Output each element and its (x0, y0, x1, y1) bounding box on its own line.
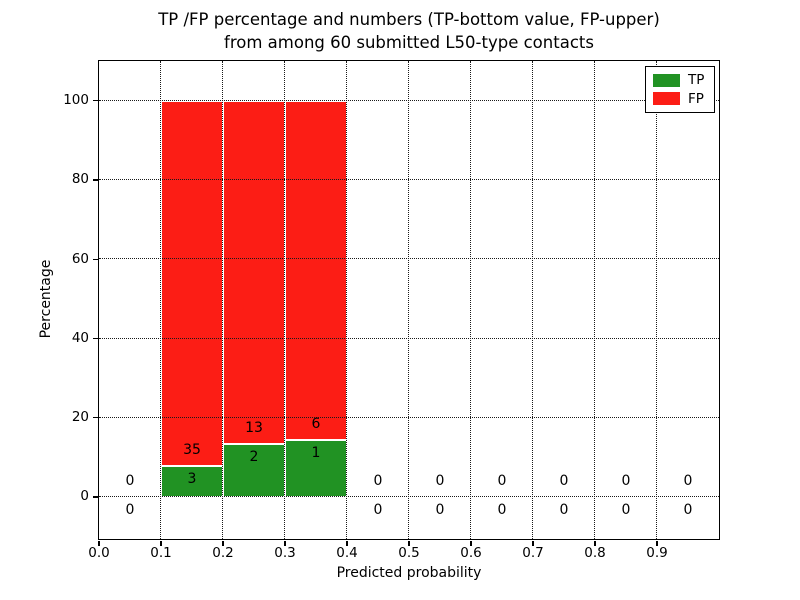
x-tick-label: 0.7 (522, 545, 544, 561)
fp-count-label: 35 (183, 441, 201, 458)
x-axis-tick (470, 540, 472, 546)
x-tick-label: 0.8 (584, 545, 606, 561)
gridline-vertical (532, 61, 534, 539)
x-axis-tick (656, 540, 658, 546)
bar-fp-segment (285, 100, 347, 441)
fp-count-label: 0 (125, 472, 135, 489)
y-axis-tick (92, 258, 98, 260)
x-axis-tick (594, 540, 596, 546)
fp-count-label: 0 (373, 472, 383, 489)
fp-count-label: 0 (559, 472, 569, 489)
gridline-vertical (656, 61, 658, 539)
tp-count-label: 3 (187, 470, 197, 487)
y-axis-tick (92, 179, 98, 181)
gridline-vertical (408, 61, 410, 539)
legend-item-tp: TP (653, 73, 707, 87)
gridline-vertical (284, 61, 286, 539)
y-axis-tick (92, 337, 98, 340)
chart-title-line1: TP /FP percentage and numbers (TP-bottom… (158, 10, 660, 29)
bar-tp-segment (223, 444, 285, 497)
fp-count-label: 0 (683, 472, 693, 489)
tp-count-label: 1 (311, 445, 321, 462)
x-tick-label: 0.4 (336, 545, 358, 561)
y-tick-label: 60 (71, 250, 89, 267)
x-tick-label: 0.9 (646, 545, 668, 561)
legend-label-fp: FP (688, 90, 704, 107)
x-axis-tick (222, 540, 224, 546)
y-axis-tick (92, 496, 98, 498)
x-axis-label: Predicted probability (336, 565, 482, 581)
bar-fp-segment (223, 100, 285, 445)
y-tick-label: 0 (80, 488, 89, 505)
tp-count-label: 0 (621, 501, 631, 518)
bar-fp-segment (161, 100, 223, 466)
tp-count-label: 0 (497, 501, 507, 518)
legend-label-tp: TP (688, 72, 705, 89)
tp-count-label: 0 (373, 501, 383, 518)
legend-swatch-fp (653, 92, 680, 106)
tp-count-label: 0 (683, 501, 693, 518)
y-tick-label: 100 (63, 92, 89, 109)
plot-area: TP FP 0 20 40 60 80 100 0.0 0.1 0.2 0.3 0.4 0.5 0.6 0… (63, 60, 720, 561)
y-axis-tick (92, 417, 98, 419)
x-tick-label: 0.3 (274, 545, 296, 561)
x-axis-tick (284, 540, 286, 546)
x-tick-label: 0.2 (212, 545, 234, 561)
tp-count-label: 0 (435, 501, 445, 518)
chart-title-line2: from among 60 submitted L50-type contact… (224, 32, 594, 52)
gridline-vertical (222, 61, 224, 539)
x-tick-label: 0.6 (460, 545, 482, 561)
x-axis-tick (160, 540, 162, 546)
fp-count-label: 0 (497, 472, 507, 489)
fp-count-label: 13 (245, 420, 263, 437)
chart-title: TP /FP percentage and numbers (TP-bottom… (99, 9, 719, 54)
y-tick-label: 40 (71, 329, 89, 346)
y-tick-label: 80 (71, 171, 89, 188)
x-tick-label: 0.5 (398, 545, 420, 561)
x-axis-tick (98, 540, 100, 546)
y-axis-label: Percentage (38, 259, 54, 339)
fp-count-label: 6 (311, 416, 321, 433)
y-axis-tick (92, 99, 98, 102)
x-axis-tick (532, 540, 534, 546)
x-axis-tick (346, 540, 348, 546)
legend: TP FP (645, 66, 715, 113)
x-tick-label: 0.1 (150, 545, 172, 561)
y-tick-label: 20 (71, 409, 89, 426)
x-tick-label: 0.0 (88, 545, 110, 561)
x-axis-tick (408, 540, 410, 546)
gridline-vertical (160, 61, 162, 539)
tp-count-label: 2 (249, 449, 259, 466)
gridline-vertical (346, 61, 348, 539)
legend-item-fp: FP (653, 92, 707, 106)
tp-count-label: 0 (125, 501, 135, 518)
legend-swatch-tp (653, 73, 680, 87)
fp-count-label: 0 (435, 472, 445, 489)
tp-count-label: 0 (559, 501, 569, 518)
gridline-vertical (470, 61, 472, 539)
fp-count-label: 0 (621, 472, 631, 489)
gridline-vertical (594, 61, 596, 539)
